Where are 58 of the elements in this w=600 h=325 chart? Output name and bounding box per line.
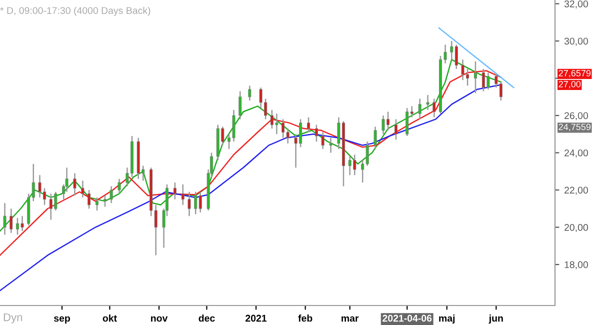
candlestick bbox=[10, 208, 13, 234]
candlestick bbox=[410, 106, 414, 118]
candlestick bbox=[454, 44, 458, 70]
y-tick-label: 30,00 bbox=[564, 38, 588, 46]
text: * D, 09:00-17:30 (4000 Days Back) bbox=[0, 6, 150, 16]
candlestick bbox=[432, 98, 436, 118]
x-tick-label: jun bbox=[488, 314, 503, 324]
x-tick-label: nov bbox=[151, 316, 168, 322]
candlestick bbox=[238, 90, 242, 120]
y-tick-label: 24,00 bbox=[564, 149, 588, 158]
y-tick-label: 22,00 bbox=[564, 186, 588, 195]
candlestick bbox=[3, 202, 6, 236]
text: 27,00 bbox=[558, 80, 581, 88]
candlestick bbox=[406, 107, 409, 137]
candlestick bbox=[110, 186, 113, 204]
y-tick-label: 26,00 bbox=[564, 112, 588, 120]
y-tick-label: 32,00 bbox=[564, 0, 588, 8]
candlestick bbox=[198, 191, 202, 213]
line-series bbox=[0, 70, 502, 256]
candlestick bbox=[188, 191, 191, 217]
line-series bbox=[0, 58, 502, 232]
candlestick bbox=[73, 172, 76, 196]
candlestick bbox=[426, 94, 430, 111]
candlestick bbox=[321, 132, 324, 150]
text: Dyn bbox=[4, 313, 22, 324]
candlestick bbox=[361, 160, 364, 184]
x-tick-label: okt bbox=[102, 314, 117, 322]
candlestick bbox=[194, 191, 198, 215]
candlestick bbox=[307, 116, 310, 133]
candlestick bbox=[329, 137, 332, 154]
x-tick-label: mar bbox=[342, 316, 359, 322]
x-tick-label: 2021-04-06 bbox=[382, 314, 432, 322]
candlestick bbox=[248, 85, 252, 102]
candlestick bbox=[81, 180, 84, 198]
candlestick bbox=[32, 163, 35, 202]
text: 24,7559 bbox=[558, 124, 591, 132]
candlestick bbox=[418, 98, 422, 120]
line-series bbox=[0, 84, 502, 292]
x-tick-label: feb bbox=[298, 314, 312, 322]
candlestick bbox=[96, 196, 98, 212]
x-tick-label: 2021 bbox=[246, 314, 267, 322]
y-tick-label: 18,00 bbox=[564, 261, 588, 270]
text: 27,6579 bbox=[558, 70, 591, 78]
candlestick bbox=[88, 189, 91, 210]
candlestick bbox=[118, 178, 121, 194]
candlestick bbox=[103, 194, 106, 208]
y-tick-label: 20,00 bbox=[564, 224, 588, 232]
candlestick bbox=[374, 126, 377, 150]
candlestick bbox=[450, 40, 454, 60]
x-tick-label: sep bbox=[54, 316, 70, 324]
candlestick bbox=[474, 60, 477, 94]
candlestick bbox=[366, 140, 369, 166]
candlestick bbox=[314, 124, 318, 142]
x-tick-label: dec bbox=[198, 314, 215, 322]
candlestick bbox=[181, 184, 184, 206]
candlestick bbox=[173, 182, 176, 200]
candlestick bbox=[394, 118, 398, 140]
x-tick-label: maj bbox=[439, 314, 455, 324]
